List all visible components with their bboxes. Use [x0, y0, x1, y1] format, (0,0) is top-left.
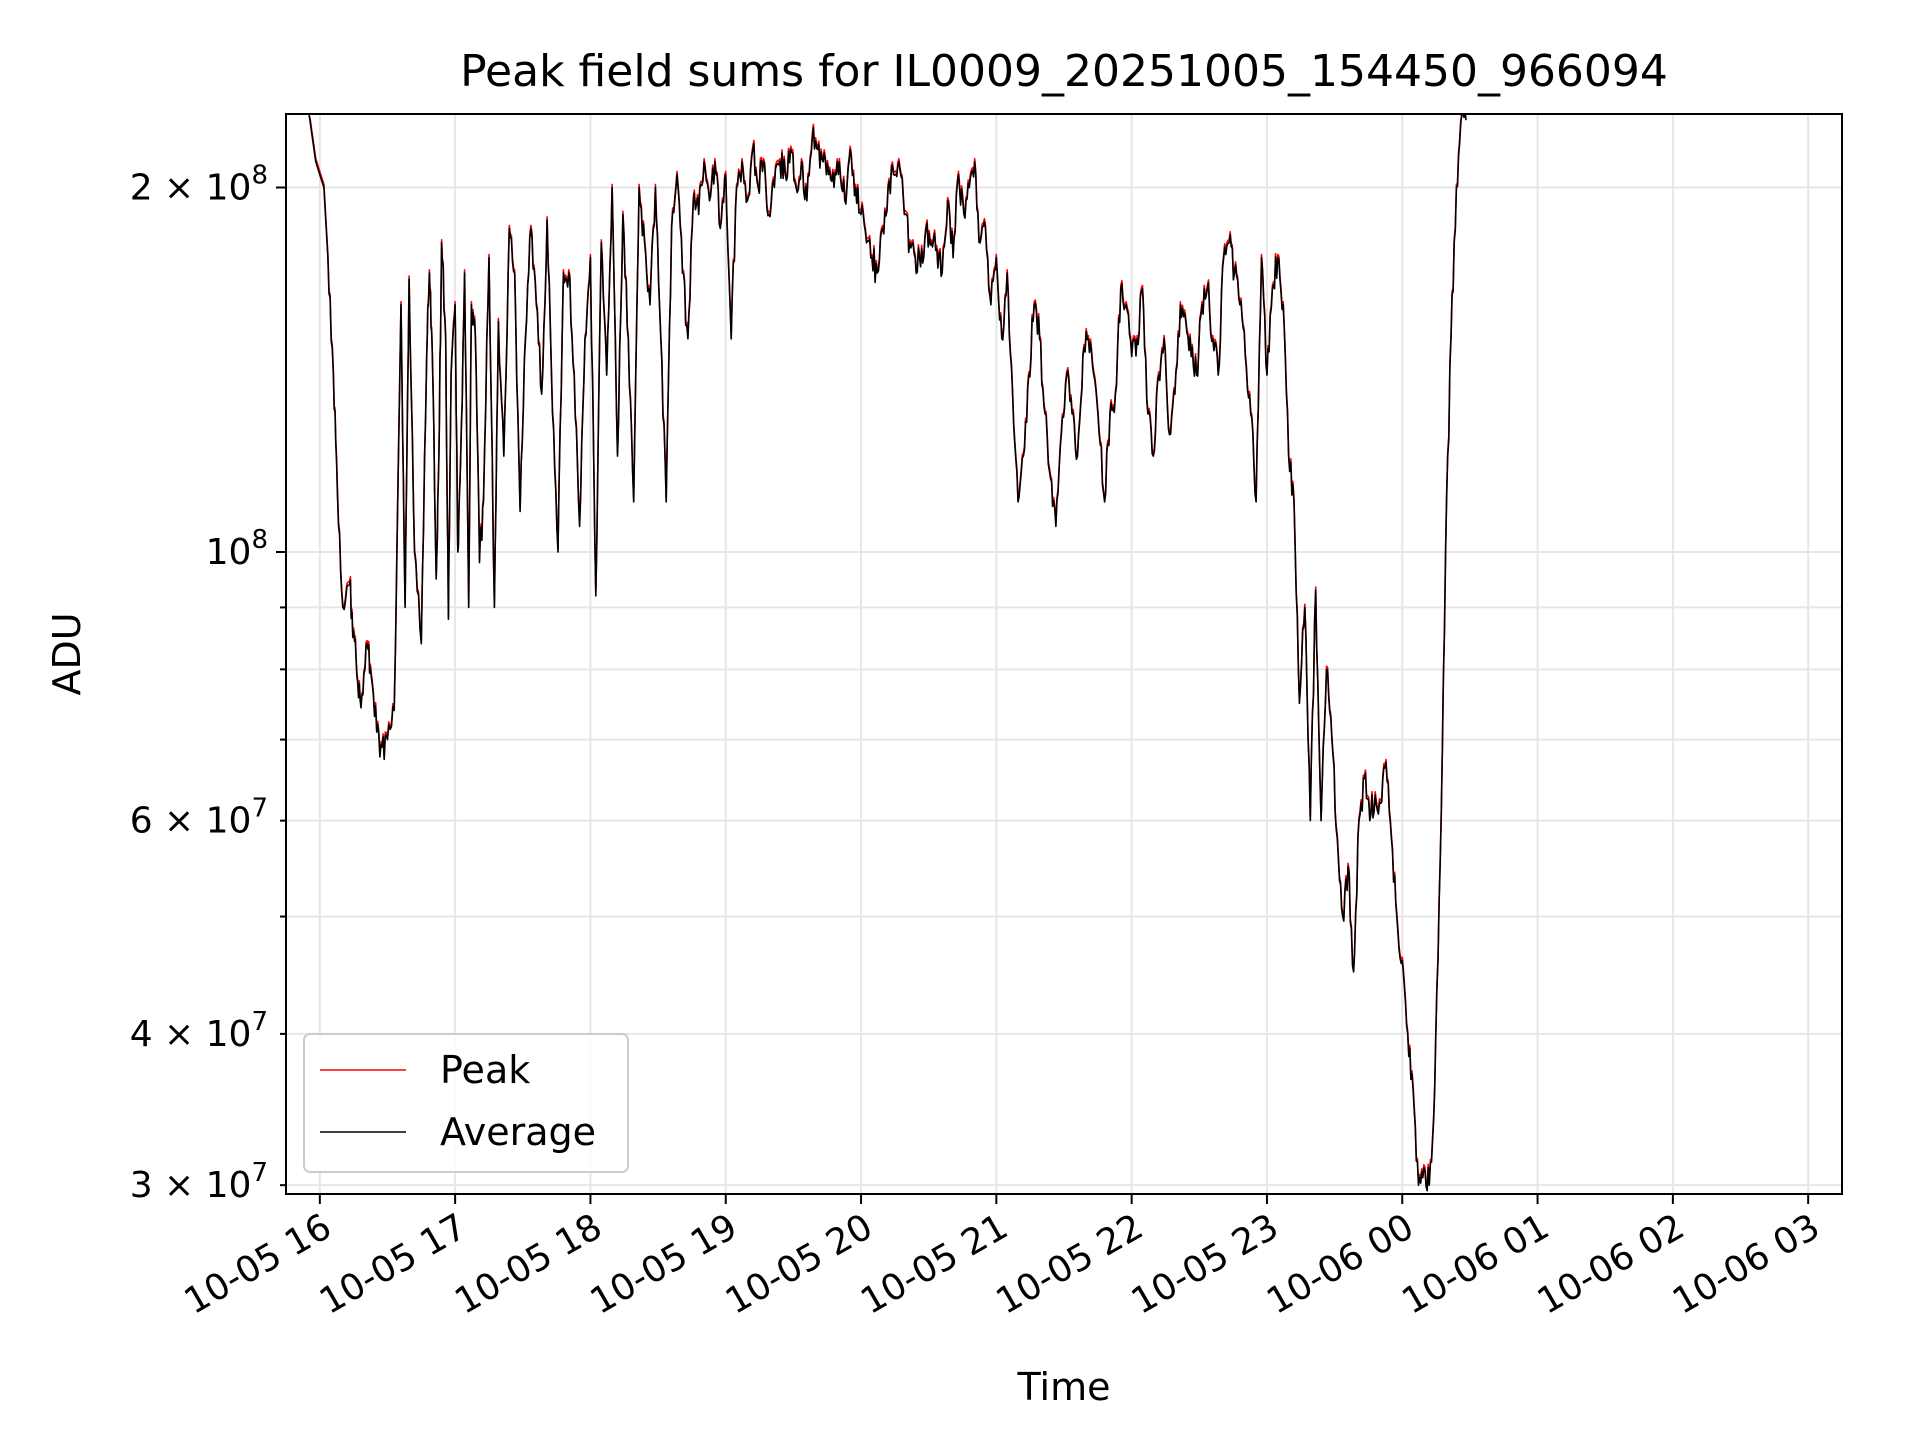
series-line-average [286, 113, 1467, 1192]
y-tick-label: 108 [206, 525, 268, 573]
legend-label-average: Average [440, 1110, 596, 1154]
y-tick-label: 6 × 107 [130, 794, 268, 842]
legend: Peak Average [303, 1033, 629, 1173]
y-axis: 3 × 107 4 × 107 6 × 107 108 2 × 108 [130, 160, 286, 1206]
legend-label-peak: Peak [440, 1048, 530, 1092]
x-axis-title: Time [1017, 1365, 1111, 1409]
series-layer [286, 113, 1467, 1192]
legend-box [303, 1033, 629, 1173]
y-axis-title: ADU [45, 612, 89, 695]
y-tick-label: 3 × 107 [130, 1158, 268, 1206]
y-tick-label: 2 × 108 [130, 160, 268, 208]
y-tick-label: 4 × 107 [130, 1007, 268, 1055]
chart-title: Peak field sums for IL0009_20251005_1544… [460, 46, 1668, 97]
plot-frame [285, 113, 1843, 1195]
